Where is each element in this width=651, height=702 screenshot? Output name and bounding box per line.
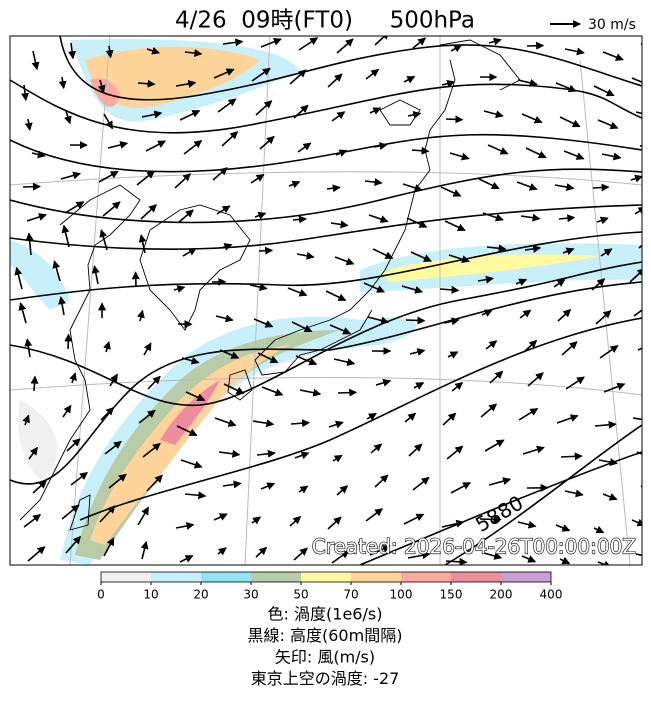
title: 4/26 09時(FT0) 500hPa — [175, 8, 475, 34]
wind-arrow — [446, 119, 462, 120]
colorbar-tick-label: 200 — [490, 588, 513, 602]
map: 5880 Created: 2026-04-26T00:00:00Z — [10, 32, 651, 567]
wind-arrow — [561, 456, 582, 457]
colorbar-tick-label: 400 — [540, 588, 563, 602]
wind-arrow — [34, 377, 35, 391]
wind-arrow — [642, 381, 651, 384]
caption: 黒線: 高度(60m間隔) — [248, 626, 403, 645]
colorbar-tick-label: 70 — [343, 588, 358, 602]
wind-arrow — [259, 250, 272, 251]
colorbar-tick-label: 150 — [440, 588, 463, 602]
colorbar-bin — [451, 572, 501, 582]
colorbar-tick-label: 50 — [293, 588, 308, 602]
colorbar-tick-label: 30 — [243, 588, 258, 602]
colorbar-bin — [101, 572, 151, 582]
wind-arrow — [593, 187, 609, 188]
colorbar-bin — [401, 572, 451, 582]
wind-arrow — [23, 186, 40, 187]
wind-arrow — [406, 320, 424, 321]
colorbar-tick-label: 20 — [193, 588, 208, 602]
caption: 矢印: 風(m/s) — [275, 648, 375, 667]
colorbar-tick-label: 0 — [97, 588, 105, 602]
wind-scale-label: 30 m/s — [588, 17, 636, 33]
caption: 東京上空の渦度: -27 — [251, 669, 400, 688]
caption: 色: 渦度(1e6/s) — [268, 605, 383, 624]
colorbar-bin — [301, 572, 351, 582]
colorbar-bin — [501, 572, 551, 582]
wind-arrow — [68, 334, 69, 349]
colorbar: 0 10 20 30 50 70 100 150 200 400 — [97, 572, 562, 602]
colorbar-tick-label: 10 — [143, 588, 158, 602]
colorbar-bin — [201, 572, 251, 582]
colorbar-bin — [351, 572, 401, 582]
colorbar-bin — [151, 572, 201, 582]
wind-arrow — [338, 392, 356, 393]
colorbar-tick-label: 100 — [390, 588, 413, 602]
captions: 色: 渦度(1e6/s) 黒線: 高度(60m間隔) 矢印: 風(m/s) 東京上空の… — [248, 605, 403, 689]
created-stamp: Created: 2026-04-26T00:00:00Z — [312, 535, 636, 559]
colorbar-bin — [251, 572, 301, 582]
